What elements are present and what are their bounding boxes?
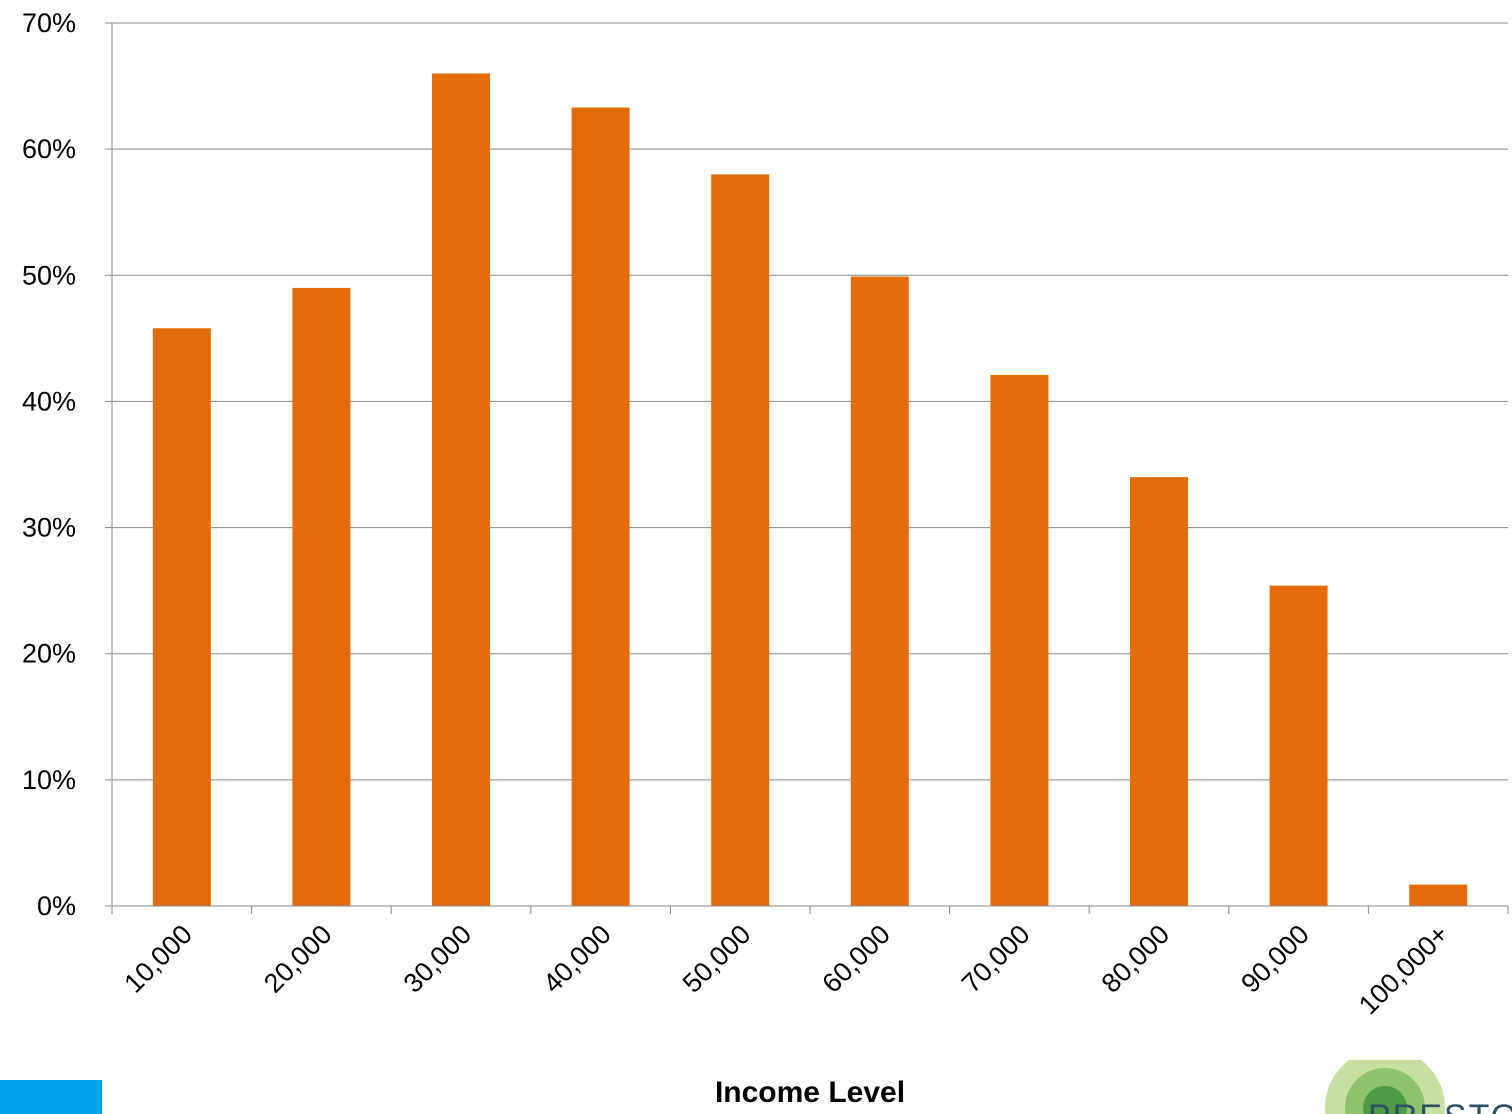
- bars: [152, 73, 1468, 907]
- bar-10000: [152, 328, 211, 906]
- x-tick-label: 100,000+: [1353, 919, 1454, 1020]
- logo-text: PRESTO: [1368, 1098, 1512, 1114]
- y-tick-label: 40%: [22, 386, 76, 416]
- bar-30000: [432, 73, 490, 906]
- x-tick-label: 70,000: [956, 919, 1036, 999]
- bar-80000: [1130, 477, 1188, 906]
- x-tick-label: 80,000: [1096, 919, 1176, 999]
- x-axis-tick-labels: 10,000 20,000 30,000 40,000 50,000 60,000 70,0…: [118, 919, 1454, 1020]
- x-tick-label: 90,000: [1235, 919, 1315, 999]
- bar-40000: [571, 107, 630, 906]
- bar-70000: [990, 374, 1049, 906]
- y-tick-label: 50%: [22, 260, 76, 290]
- y-tick-label: 30%: [22, 513, 76, 543]
- bar-50000: [711, 174, 770, 906]
- x-tick-label: 40,000: [537, 919, 617, 999]
- y-tick-label: 20%: [22, 639, 76, 669]
- x-tick-label: 20,000: [258, 919, 338, 999]
- x-tick-label: 50,000: [677, 919, 757, 999]
- logo-circle-inner: [1363, 1086, 1407, 1114]
- corner-tab: [0, 1080, 102, 1114]
- x-axis-ticks: [111, 906, 1509, 914]
- y-tick-label: 60%: [22, 134, 76, 164]
- x-tick-label: 10,000: [118, 919, 198, 999]
- x-tick-label: 30,000: [398, 919, 478, 999]
- y-axis-ticks: [105, 22, 112, 907]
- y-axis-tick-labels: 0% 10% 20% 30% 40% 50% 60% 70%: [22, 8, 76, 921]
- y-tick-label: 10%: [22, 765, 76, 795]
- presto-logo: PRESTO: [1325, 1060, 1512, 1114]
- bar-100000: [1409, 884, 1468, 906]
- bar-20000: [292, 287, 351, 906]
- y-tick-label: 70%: [22, 8, 76, 38]
- x-tick-label: 60,000: [816, 919, 896, 999]
- bar-60000: [850, 276, 909, 907]
- x-axis-title: Income Level: [715, 1076, 905, 1109]
- bar-90000: [1269, 585, 1328, 906]
- y-tick-label: 0%: [37, 891, 76, 921]
